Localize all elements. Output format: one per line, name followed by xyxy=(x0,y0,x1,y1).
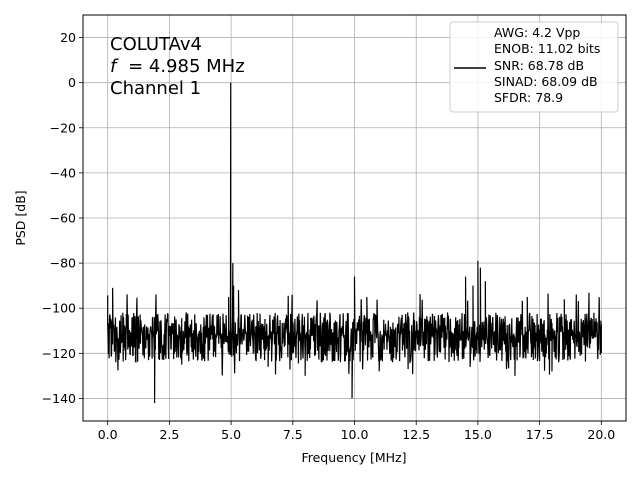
legend-entry-snr: SNR: 68.78 dB xyxy=(494,58,584,73)
y-tick-label: −60 xyxy=(50,211,76,226)
annotation-block: COLUTAv4 f = 4.985 MHz Channel 1 xyxy=(110,34,245,99)
x-tick-label: 0.0 xyxy=(98,427,118,442)
y-tick-label: −140 xyxy=(42,391,76,406)
axis-ticks: 0.0 2.5 5.0 7.5 10.0 12.5 15.0 17.5 20.0 −140 −120… xyxy=(42,30,616,442)
x-tick-label: 5.0 xyxy=(221,427,241,442)
legend-entry-enob: ENOB: 11.02 bits xyxy=(494,41,600,56)
legend-entry-sfdr: SFDR: 78.9 xyxy=(494,90,563,105)
legend-box xyxy=(449,21,619,113)
psd-trace xyxy=(107,82,602,403)
legend: AWG: 4.2 Vpp ENOB: 11.02 bits SNR: 68.78… xyxy=(449,21,619,113)
y-axis-label: PSD [dB] xyxy=(13,190,28,245)
y-tick-label: −120 xyxy=(42,346,76,361)
x-tick-label: 10.0 xyxy=(341,427,369,442)
x-tick-label: 2.5 xyxy=(159,427,179,442)
y-tick-label: 0 xyxy=(68,75,76,90)
y-tick-label: −20 xyxy=(50,120,76,135)
legend-entry-awg: AWG: 4.2 Vpp xyxy=(494,25,580,40)
psd-line xyxy=(107,82,602,403)
x-tick-label: 7.5 xyxy=(283,427,303,442)
y-tick-label: −100 xyxy=(42,301,76,316)
x-tick-label: 15.0 xyxy=(464,427,492,442)
frequency-symbol: f xyxy=(110,56,119,77)
frequency-value: = 4.985 MHz xyxy=(128,56,245,77)
annotation-line-2: f = 4.985 MHz xyxy=(110,56,245,77)
legend-entry-sinad: SINAD: 68.09 dB xyxy=(494,74,598,89)
y-tick-label: −80 xyxy=(50,256,76,271)
x-tick-label: 12.5 xyxy=(402,427,430,442)
annotation-line-1: COLUTAv4 xyxy=(110,34,202,55)
y-tick-label: −40 xyxy=(50,165,76,180)
x-tick-label: 17.5 xyxy=(526,427,554,442)
x-tick-label: 20.0 xyxy=(587,427,615,442)
x-axis-label: Frequency [MHz] xyxy=(301,450,406,465)
y-tick-label: 20 xyxy=(60,30,76,45)
annotation-line-3: Channel 1 xyxy=(110,78,201,99)
